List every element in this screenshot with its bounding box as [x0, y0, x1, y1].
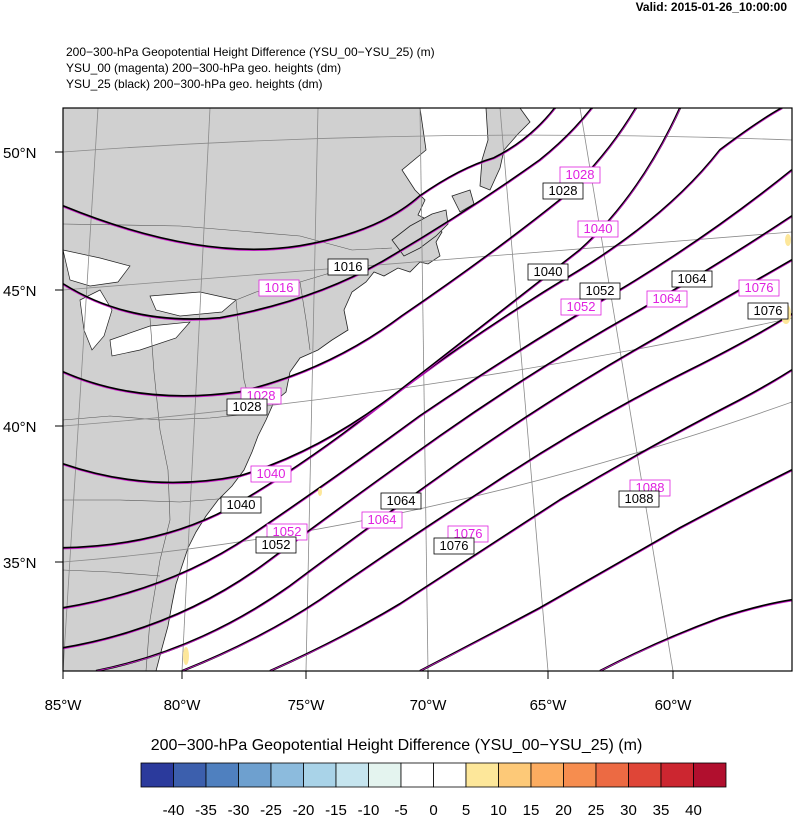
- colorbar-tick-label: -30: [227, 802, 250, 819]
- colorbar-swatch: [335, 762, 369, 788]
- black-label: 1016: [334, 259, 363, 274]
- lon-label: 85°W: [45, 697, 83, 714]
- black-label: 1064: [678, 271, 707, 286]
- magenta-label: 1076: [745, 280, 774, 295]
- lon-label: 65°W: [530, 697, 568, 714]
- black-label: 1028: [549, 183, 578, 198]
- colorbar-swatch: [303, 762, 337, 788]
- colorbar-swatch: [205, 762, 239, 788]
- title-line-ysu25: YSU_25 (black) 200−300-hPa geo. heights …: [66, 77, 323, 91]
- colorbar-tick-label: 0: [429, 802, 438, 819]
- lon-label: 70°W: [410, 697, 448, 714]
- land-nova-scotia: [391, 209, 449, 257]
- contour-labels: 1016 1028 1028 1040 1040 1052 1052 1064 …: [220, 166, 789, 555]
- colorbar-tick-label: 10: [490, 802, 507, 819]
- colorbar-tick-label: -5: [394, 802, 408, 819]
- colorbar-tick-label: -40: [162, 802, 185, 819]
- colorbar-tick-label: 20: [555, 802, 572, 819]
- colorbar-swatch: [693, 762, 727, 788]
- latitude-axis: 50°N 45°N 40°N 35°N: [3, 145, 63, 572]
- colorbar-tick-label: 25: [587, 802, 605, 819]
- longitude-axis: 85°W 80°W 75°W 70°W 65°W 60°W: [45, 671, 693, 714]
- colorbar-tick-label: 5: [461, 802, 471, 819]
- black-label: 1052: [586, 283, 615, 298]
- colorbar-swatch: [368, 762, 402, 788]
- title-line-ysu00: YSU_00 (magenta) 200−300-hPa geo. height…: [66, 61, 342, 75]
- colorbar-tick-label: 40: [685, 802, 702, 819]
- colorbar-swatch: [628, 762, 662, 788]
- magenta-label: 1040: [257, 466, 286, 481]
- colorbar: [140, 762, 727, 788]
- colorbar-swatch: [433, 762, 467, 788]
- colorbar-tick-label: -25: [260, 802, 282, 819]
- colorbar-swatch: [238, 762, 272, 788]
- black-label: 1076: [754, 303, 783, 318]
- colorbar-tick-label: 30: [620, 802, 637, 819]
- title-line-difference: 200−300-hPa Geopotential Height Differen…: [66, 45, 435, 59]
- lon-label: 80°W: [164, 697, 202, 714]
- colorbar-swatch: [660, 762, 694, 788]
- black-label: 1028: [233, 399, 262, 414]
- black-label: 1076: [440, 538, 469, 553]
- magenta-label: 1052: [567, 299, 596, 314]
- black-label: 1088: [625, 491, 654, 506]
- magenta-label: 1064: [653, 291, 682, 306]
- lat-label: 40°N: [3, 419, 37, 436]
- height-contours: [63, 108, 792, 671]
- colorbar-tick-label: -10: [357, 802, 380, 819]
- black-label: 1064: [387, 493, 416, 508]
- colorbar-swatch: [173, 762, 207, 788]
- magenta-label: 1076: [454, 526, 483, 541]
- colorbar-swatch: [465, 762, 499, 788]
- lat-label: 45°N: [3, 283, 37, 300]
- colorbar-swatch: [563, 762, 597, 788]
- map-area: 1016 1028 1028 1040 1040 1052 1052 1064 …: [63, 108, 792, 671]
- colorbar-swatch: [270, 762, 304, 788]
- colorbar-tick-label: -35: [195, 802, 217, 819]
- colorbar-tick-label: 15: [522, 802, 540, 819]
- magenta-label: 1028: [566, 167, 595, 182]
- colorbar-swatch: [400, 762, 434, 788]
- colorbar-swatch: [498, 762, 532, 788]
- colorbar-tick-label: -15: [325, 802, 347, 819]
- black-label: 1040: [534, 264, 563, 279]
- magenta-label: 1016: [265, 280, 294, 295]
- black-label: 1040: [227, 497, 256, 512]
- graticule: [63, 108, 792, 671]
- lat-label: 50°N: [3, 145, 37, 162]
- plot-titles: 200−300-hPa Geopotential Height Differen…: [66, 44, 435, 92]
- colorbar-swatch: [595, 762, 629, 788]
- colorbar-swatch: [530, 762, 564, 788]
- magenta-label: 1064: [368, 512, 397, 527]
- magenta-label: 1052: [273, 524, 302, 539]
- colorbar-tick-label: -20: [292, 802, 315, 819]
- magenta-label: 1040: [584, 221, 613, 236]
- colorbar-tick-label: 35: [652, 802, 670, 819]
- colorbar-swatch: [140, 762, 174, 788]
- land-newfoundland: [479, 108, 531, 191]
- lat-label: 35°N: [3, 555, 37, 572]
- lon-label: 60°W: [655, 697, 693, 714]
- black-labels: 1016 1028 1028 1040 1040 1052 1052 1064 …: [220, 182, 789, 555]
- black-label: 1052: [262, 537, 291, 552]
- lon-label: 75°W: [288, 697, 326, 714]
- colorbar-title: 200−300-hPa Geopotential Height Differen…: [150, 737, 643, 754]
- valid-time: Valid: 2015-01-26_10:00:00: [635, 0, 787, 14]
